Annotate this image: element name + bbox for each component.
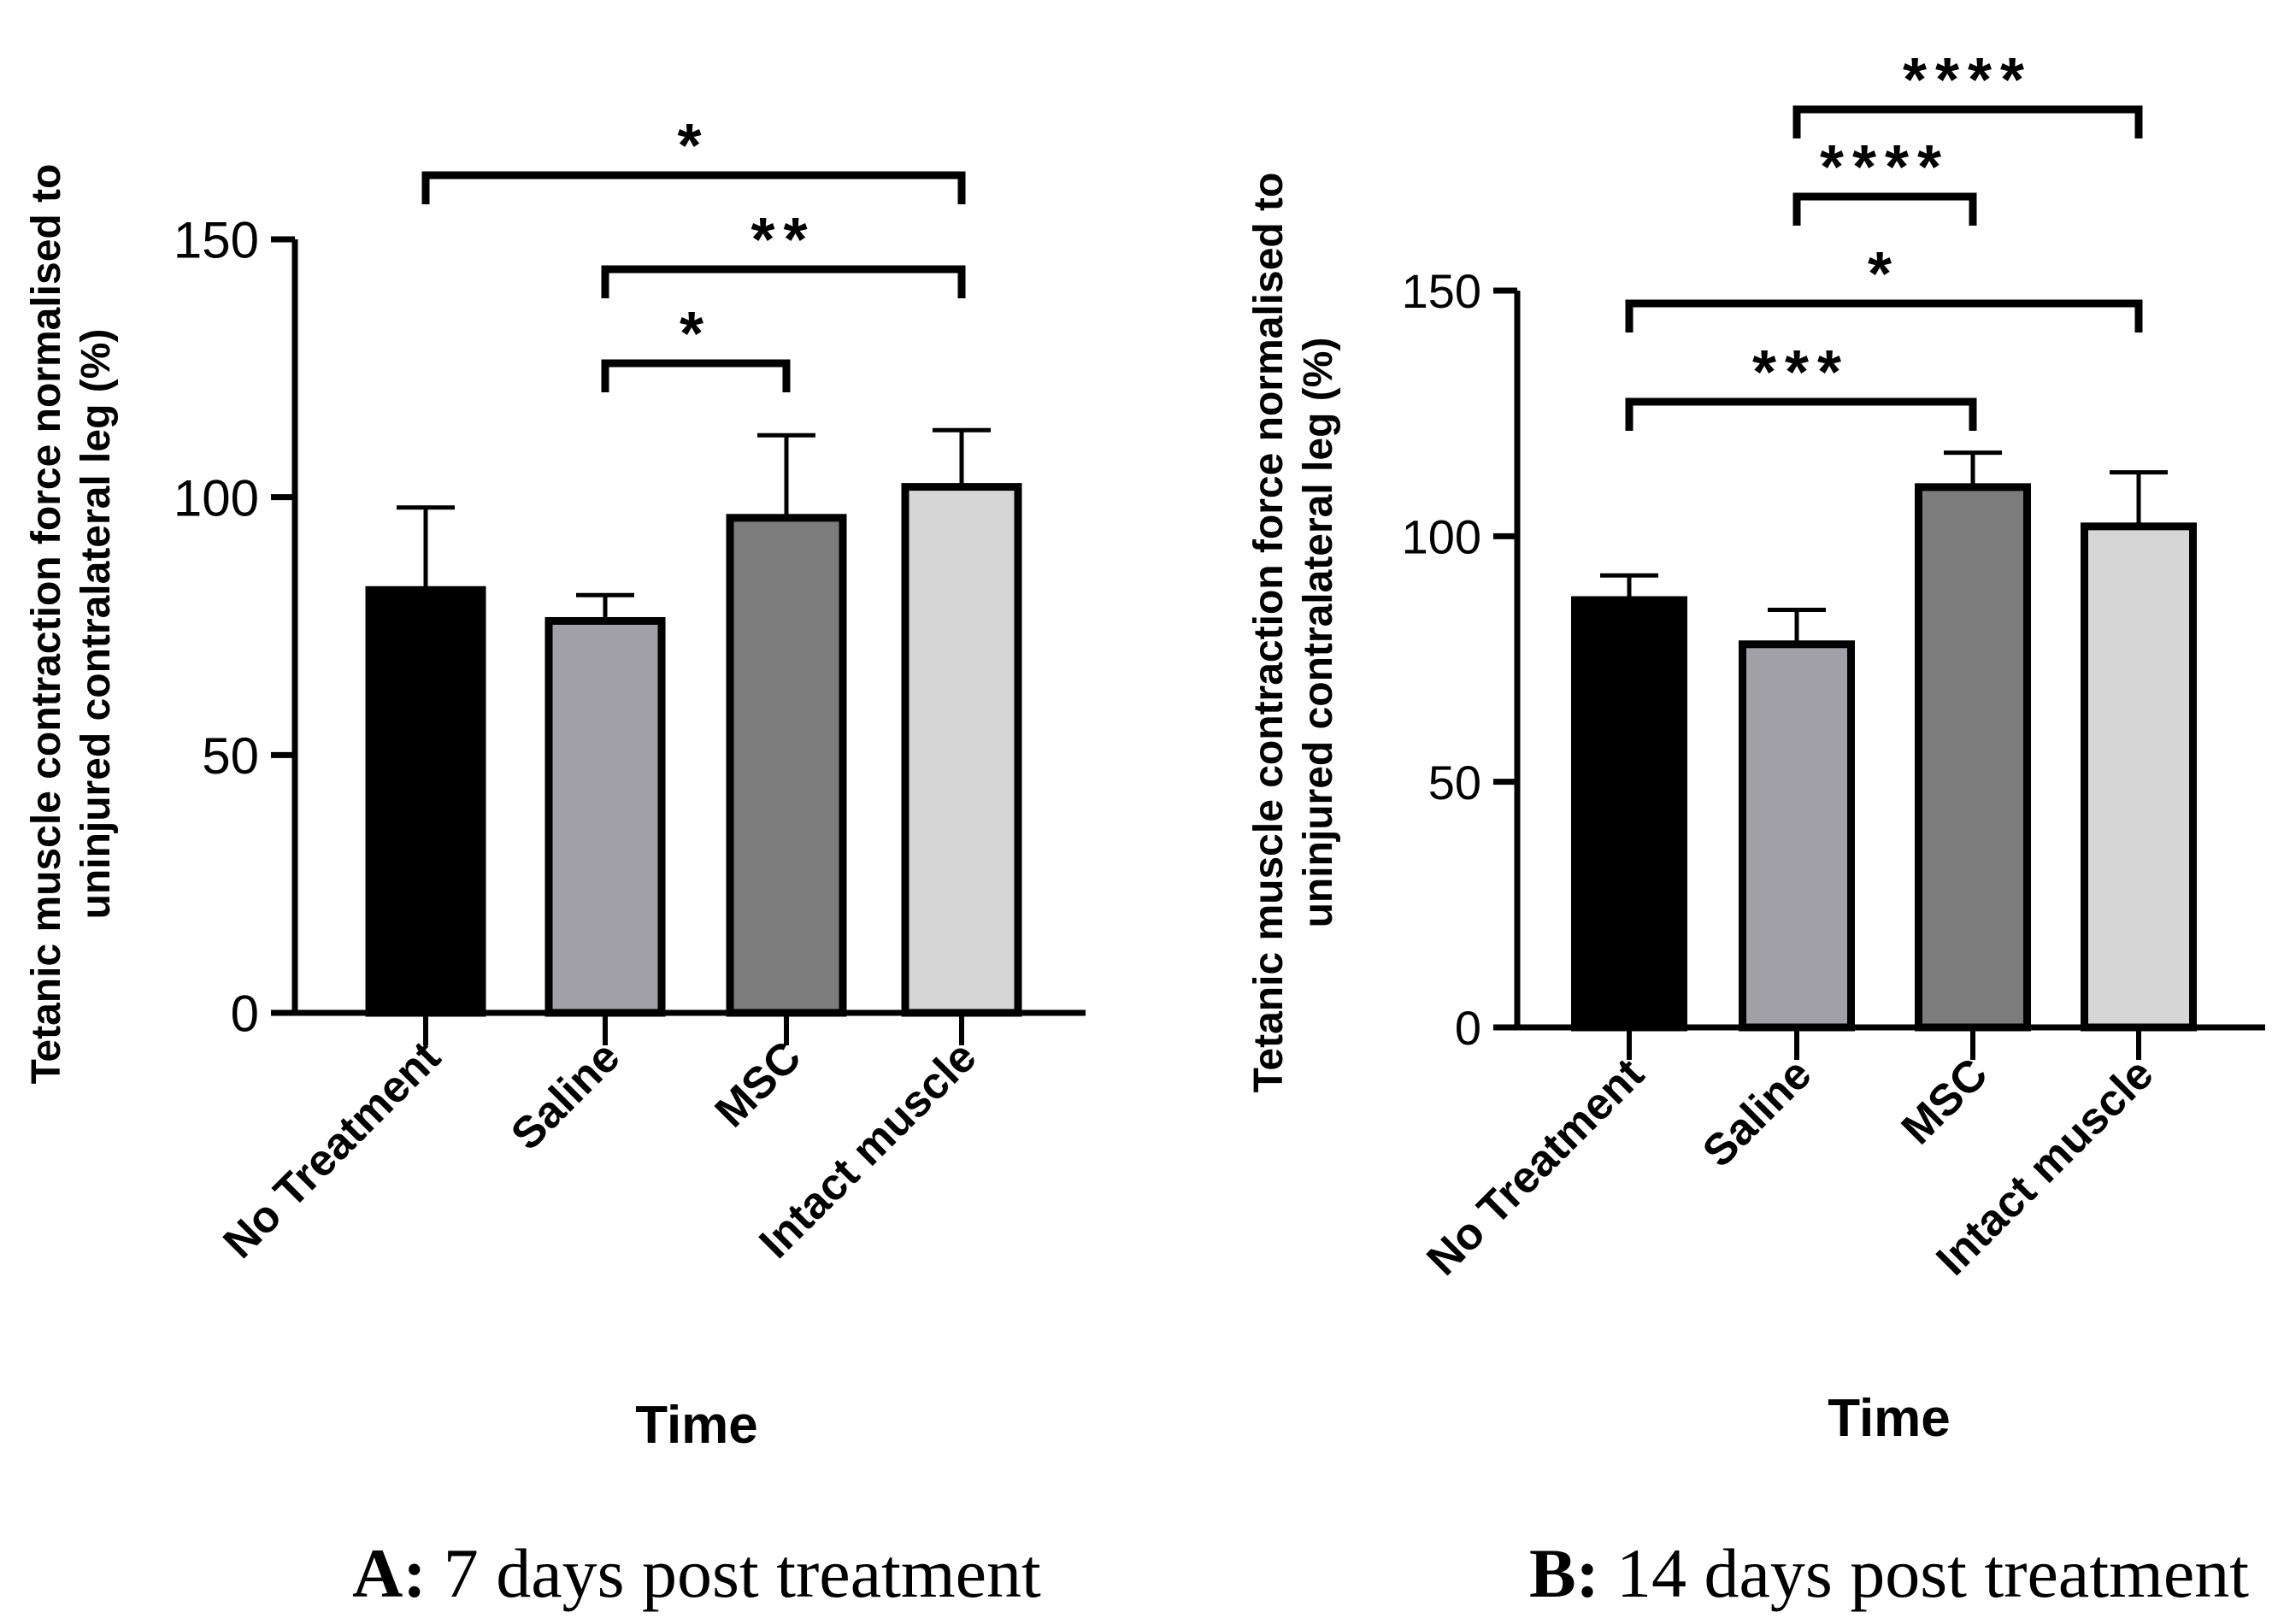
significance-stars: * <box>1868 240 1900 309</box>
significance-bracket <box>1625 299 2143 332</box>
significance-bracket <box>601 265 966 298</box>
y-tick-label-0: 0 <box>1455 1001 1481 1055</box>
y-tick-label-0: 0 <box>231 986 259 1043</box>
y-axis-title-line2: uninjured contralateral leg (%) <box>74 329 119 920</box>
x-category-label-no-treatment: No Treatment <box>215 1032 450 1268</box>
panel-caption-text-a: 7 days post treatment <box>444 1534 1041 1612</box>
panel-label-b: B: <box>1529 1534 1599 1612</box>
panel-caption-a: A: 7 days post treatment <box>352 1534 1041 1612</box>
y-axis-title-line2: uninjured contralateral leg (%) <box>1296 338 1341 928</box>
x-category-label-msc: MSC <box>706 1032 811 1137</box>
x-axis-title: Time <box>1828 1389 1951 1448</box>
bar-saline <box>544 616 666 1017</box>
y-tick-label-100: 100 <box>1402 509 1481 563</box>
bar-msc <box>1915 483 2031 1032</box>
x-axis-title: Time <box>635 1396 758 1455</box>
panel-a: Tetanic muscle contraction force normali… <box>24 112 1086 1612</box>
x-category-label-saline: Saline <box>1693 1049 1821 1176</box>
y-tick-label-50: 50 <box>202 727 259 785</box>
y-tick-label-100: 100 <box>174 469 259 527</box>
bar-saline <box>1739 640 1855 1032</box>
significance-stars: **** <box>1903 46 2033 115</box>
significance-stars: ** <box>751 206 815 274</box>
bar-no-treatment <box>1571 596 1687 1032</box>
significance-stars: *** <box>1752 338 1850 407</box>
significance-bracket <box>1625 397 1977 431</box>
x-category-label-saline: Saline <box>502 1032 629 1159</box>
significance-stars: * <box>680 300 712 368</box>
x-category-label-no-treatment: No Treatment <box>1418 1049 1654 1285</box>
significance-stars: **** <box>1820 133 1950 202</box>
significance-stars: * <box>677 112 709 180</box>
bar-intact-muscle <box>901 483 1022 1017</box>
panel-caption-b: B: 14 days post treatment <box>1529 1534 2249 1612</box>
x-category-label-msc: MSC <box>1892 1049 1998 1154</box>
y-tick-label-150: 150 <box>1402 264 1481 318</box>
significance-bracket <box>1792 192 1977 226</box>
significance-bracket <box>1792 105 2143 138</box>
y-tick-label-150: 150 <box>174 212 259 269</box>
bar-intact-muscle <box>2081 522 2197 1032</box>
panel-label-a: A: <box>352 1534 427 1612</box>
y-axis-title-line1: Tetanic muscle contraction force normali… <box>24 164 69 1085</box>
panel-caption-text-b: 14 days post treatment <box>1616 1534 2249 1612</box>
y-axis-title-line1: Tetanic muscle contraction force normali… <box>1246 173 1292 1093</box>
y-tick-label-50: 50 <box>1428 756 1481 809</box>
bar-msc <box>726 514 847 1017</box>
bar-no-treatment <box>365 585 486 1017</box>
significance-bracket <box>421 171 966 204</box>
significance-bracket <box>601 359 791 392</box>
panel-b: Tetanic muscle contraction force normali… <box>1246 46 2265 1612</box>
